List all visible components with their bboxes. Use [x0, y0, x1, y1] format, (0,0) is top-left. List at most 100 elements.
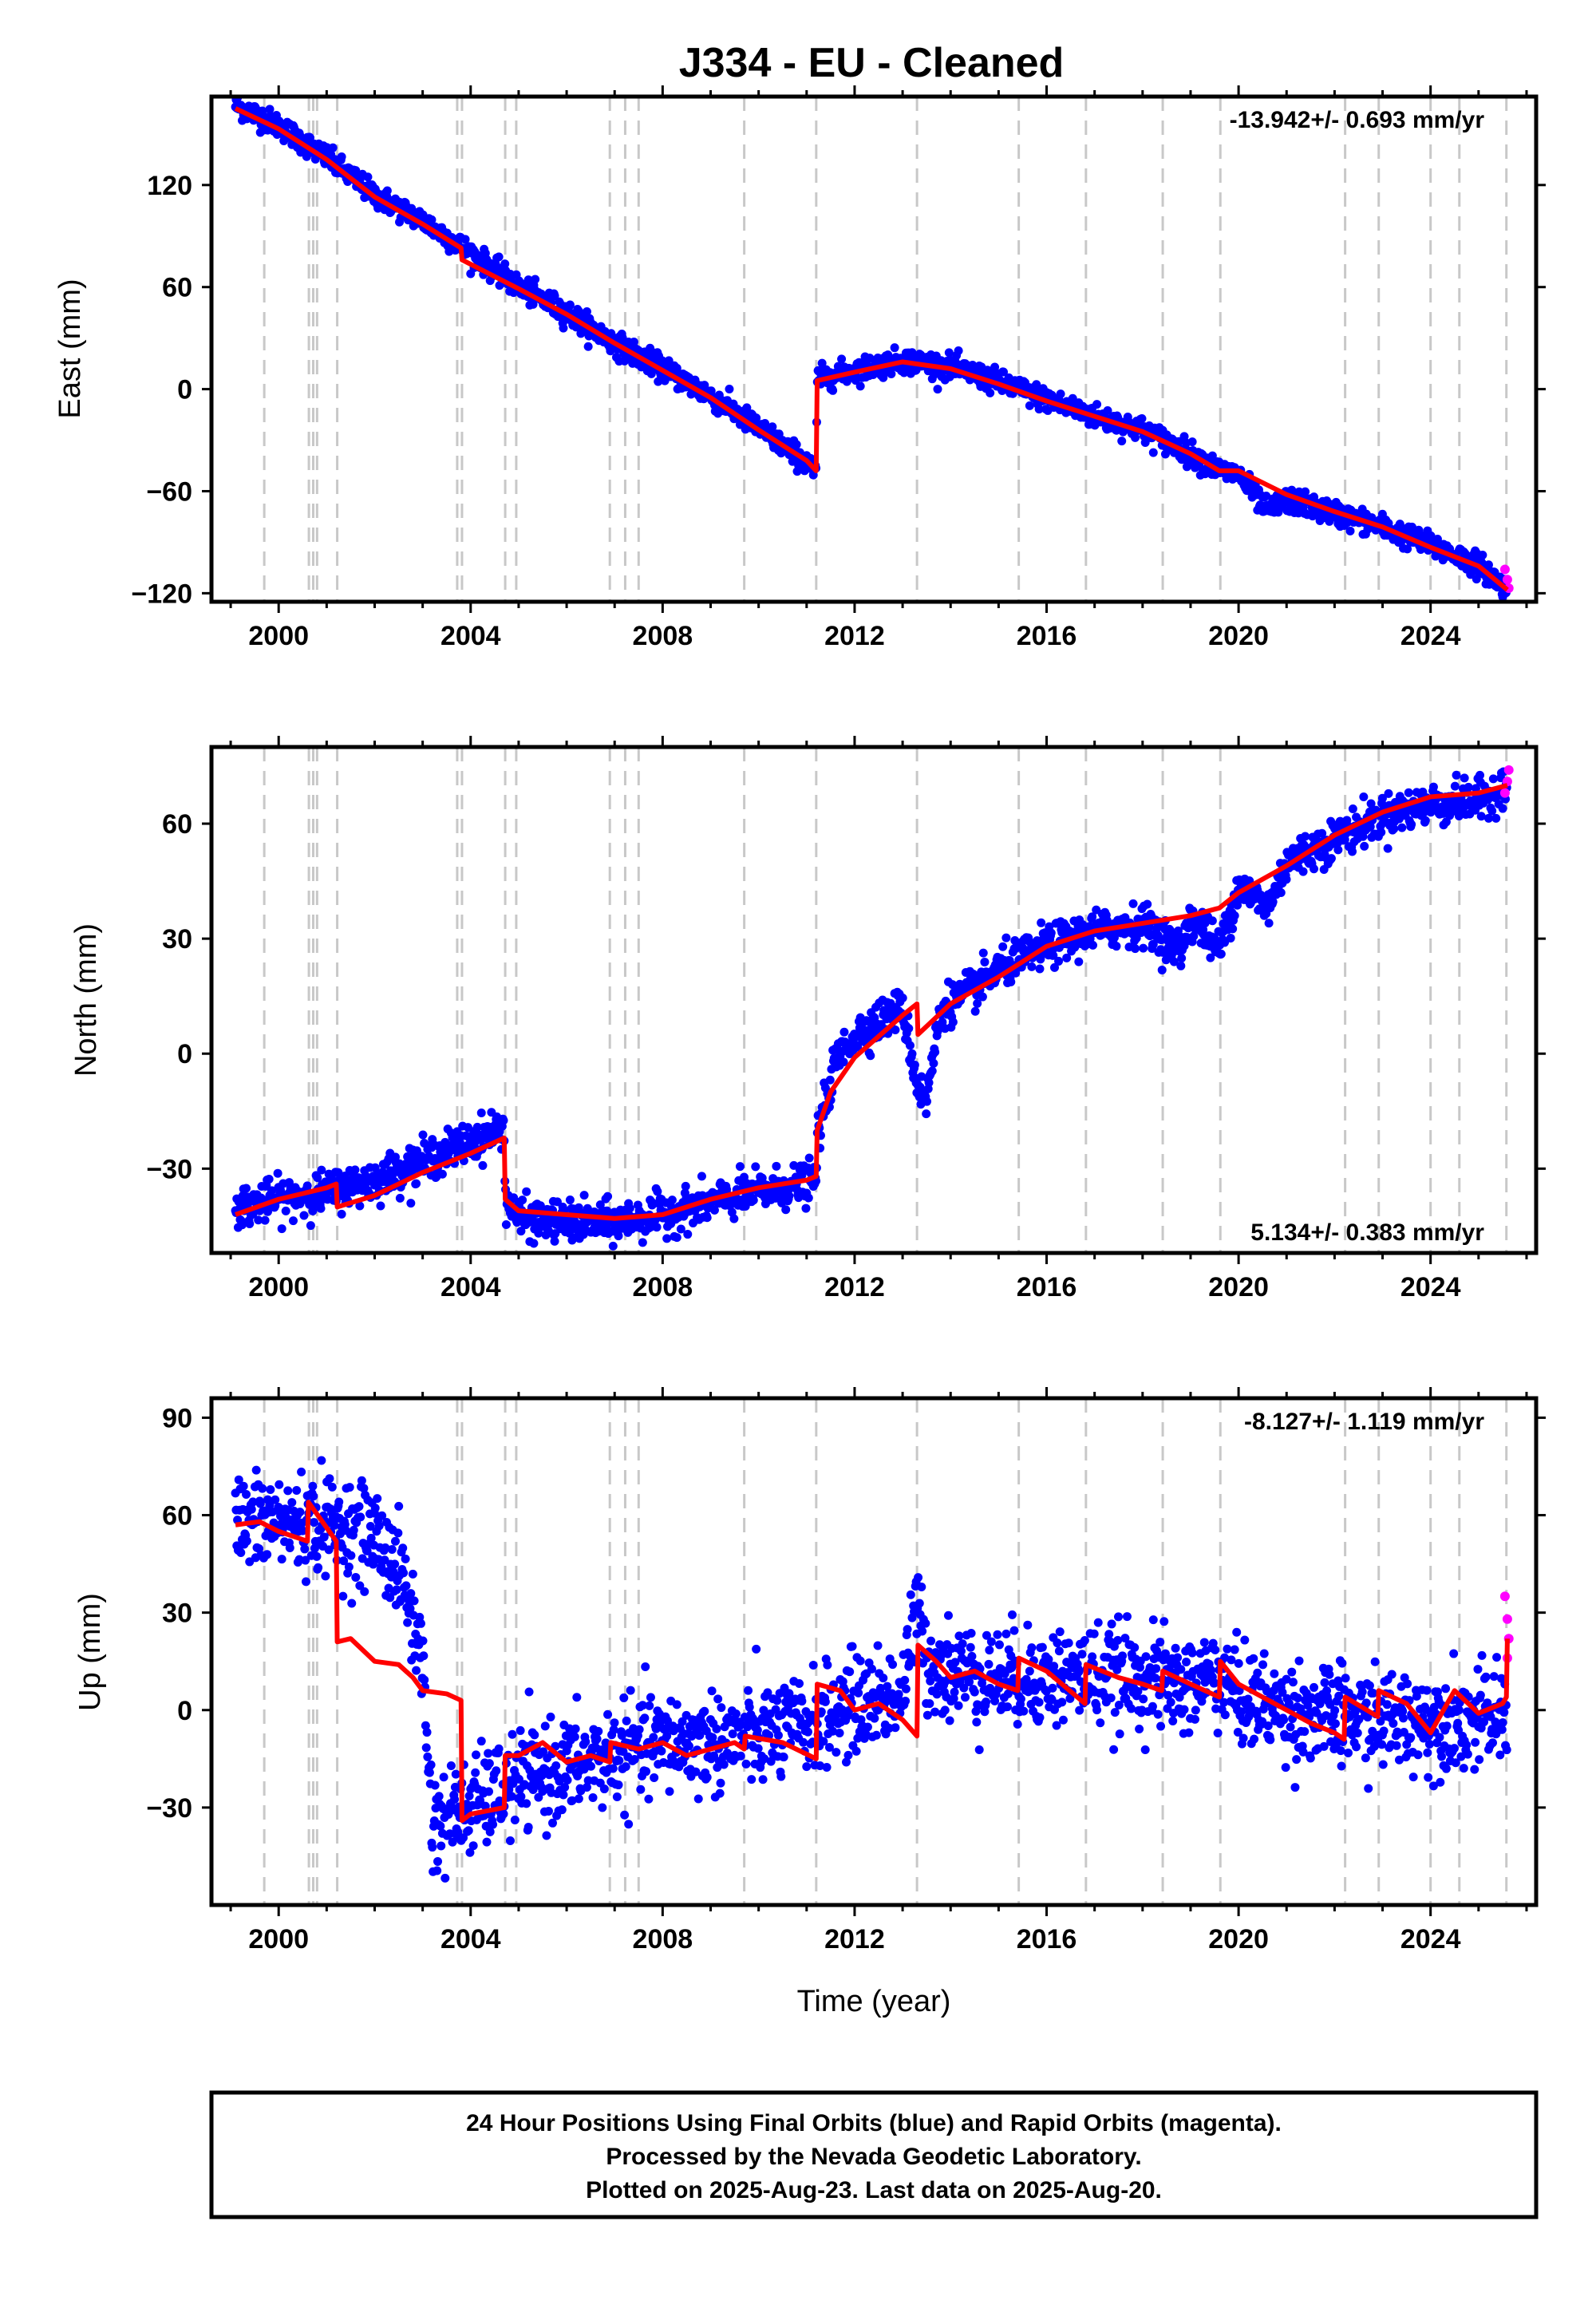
north-final-point — [1148, 939, 1158, 949]
up-final-point — [867, 1664, 876, 1674]
up-final-point — [594, 1726, 603, 1736]
east-final-point — [1262, 492, 1271, 501]
up-final-point — [753, 1725, 762, 1735]
up-final-point — [464, 1791, 474, 1800]
north-final-point — [313, 1173, 322, 1183]
up-final-point — [401, 1554, 410, 1563]
up-final-point — [285, 1543, 294, 1552]
up-final-point — [450, 1795, 460, 1804]
east-final-point — [752, 413, 761, 423]
north-final-point — [267, 1186, 277, 1196]
north-final-point — [1088, 912, 1097, 922]
up-final-point — [266, 1485, 275, 1495]
up-final-point — [539, 1747, 548, 1757]
north-final-point — [866, 1051, 875, 1061]
north-final-point — [907, 1049, 917, 1058]
up-final-point — [263, 1550, 272, 1559]
up-final-point — [642, 1767, 651, 1777]
north-final-point — [1074, 957, 1084, 966]
up-final-point — [451, 1769, 460, 1779]
up-final-point — [445, 1829, 455, 1839]
north-y-tick-label: −30 — [146, 1154, 192, 1184]
north-final-point — [915, 1082, 925, 1092]
north-final-point — [1050, 962, 1060, 972]
up-final-point — [423, 1752, 433, 1761]
east-y-axis-label: East (mm) — [53, 279, 87, 418]
east-y-tick-label: 0 — [177, 375, 192, 405]
north-final-point — [1228, 924, 1238, 934]
up-final-point — [357, 1476, 366, 1485]
east-final-point — [792, 440, 801, 449]
north-final-point — [891, 1025, 900, 1034]
up-final-point — [507, 1792, 516, 1801]
north-final-point — [1230, 911, 1239, 920]
up-final-point — [394, 1501, 404, 1511]
north-final-point — [1054, 956, 1064, 966]
up-final-point — [258, 1484, 267, 1493]
up-final-point — [638, 1701, 647, 1710]
up-final-point — [471, 1768, 480, 1777]
up-final-point — [744, 1686, 753, 1695]
north-final-point — [998, 942, 1008, 951]
up-final-point — [309, 1492, 318, 1501]
north-final-point — [804, 1153, 814, 1163]
up-final-point — [319, 1532, 329, 1542]
east-final-point — [855, 381, 865, 391]
up-final-point — [292, 1486, 302, 1496]
up-final-point — [464, 1826, 473, 1836]
east-x-tick-label: 2016 — [1017, 621, 1077, 651]
up-final-point — [437, 1841, 446, 1851]
east-final-point — [1140, 437, 1150, 447]
east-final-point — [460, 235, 470, 244]
up-final-point — [298, 1526, 307, 1535]
north-final-point — [476, 1109, 486, 1118]
east-final-point — [933, 385, 942, 394]
up-final-point — [421, 1743, 431, 1753]
up-final-point — [334, 1497, 344, 1507]
up-final-point — [592, 1734, 602, 1744]
up-final-point — [446, 1761, 456, 1770]
up-final-point — [508, 1729, 517, 1739]
east-final-point — [828, 385, 838, 395]
up-final-point — [634, 1725, 644, 1734]
up-final-point — [373, 1494, 382, 1504]
north-final-point — [603, 1192, 613, 1201]
north-final-point — [478, 1160, 488, 1170]
north-final-point — [317, 1165, 326, 1175]
east-rapid-point — [1499, 564, 1510, 575]
up-final-point — [310, 1543, 319, 1553]
east-rate-label: -13.942+/- 0.693 mm/yr — [1230, 107, 1485, 133]
north-final-point — [302, 1181, 312, 1191]
north-final-point — [1027, 962, 1037, 971]
up-final-point — [236, 1548, 246, 1558]
up-final-point — [567, 1796, 577, 1805]
east-final-point — [1478, 551, 1487, 560]
up-final-point — [649, 1733, 658, 1742]
north-rate-label: 5.134+/- 0.383 mm/yr — [1250, 1219, 1484, 1246]
north-final-point — [948, 1018, 958, 1027]
north-final-point — [1310, 864, 1319, 874]
up-final-point — [662, 1731, 672, 1741]
north-x-tick-label: 2008 — [633, 1272, 693, 1302]
up-final-point — [416, 1618, 425, 1628]
north-final-point — [1407, 820, 1416, 829]
east-x-tick-label: 2024 — [1400, 621, 1461, 651]
up-final-point — [494, 1744, 504, 1753]
up-final-point — [428, 1843, 437, 1852]
up-final-point — [841, 1757, 851, 1767]
up-final-point — [314, 1563, 323, 1572]
north-final-point — [741, 1202, 750, 1211]
east-y-tick-label: −120 — [131, 579, 192, 609]
east-final-point — [559, 323, 568, 333]
north-final-point — [672, 1233, 681, 1243]
up-final-point — [523, 1822, 533, 1832]
north-final-point — [922, 1097, 932, 1106]
up-final-point — [736, 1751, 745, 1761]
north-final-point — [522, 1187, 531, 1196]
up-final-point — [354, 1502, 364, 1512]
up-final-point — [543, 1806, 553, 1816]
up-final-point — [700, 1706, 709, 1716]
figure-title: J334 - EU - Cleaned — [679, 40, 1065, 86]
